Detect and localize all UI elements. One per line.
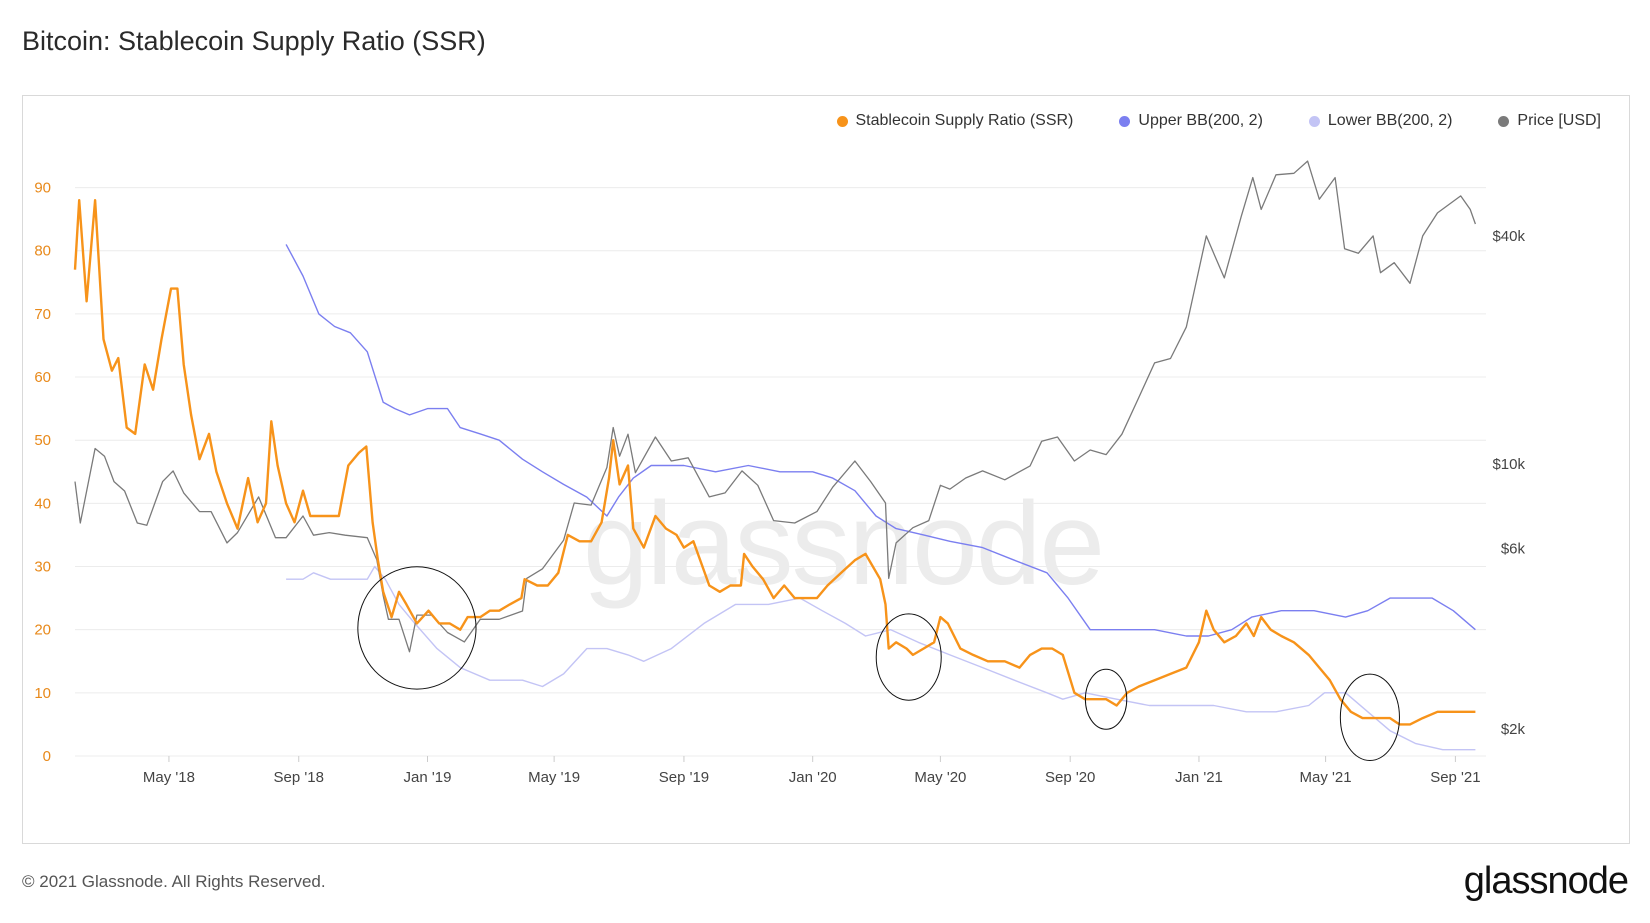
x-tick-label: May '18: [143, 769, 195, 786]
legend-label: Lower BB(200, 2): [1327, 112, 1453, 129]
legend-item[interactable]: Lower BB(200, 2): [1308, 112, 1453, 130]
y-left-tick-label: 50: [34, 432, 51, 449]
y-left-tick-label: 30: [34, 559, 51, 576]
y-left-tick-label: 60: [34, 369, 51, 386]
annotation-ellipse: [1339, 673, 1400, 762]
legend-label: Upper BB(200, 2): [1138, 112, 1263, 129]
x-tick-label: Jan '20: [789, 769, 837, 786]
legend-swatch: [836, 115, 848, 127]
legend-swatch: [1119, 115, 1131, 127]
y-left-tick-label: 10: [34, 685, 51, 702]
page-title: Bitcoin: Stablecoin Supply Ratio (SSR): [22, 26, 486, 56]
annotation-ellipse: [357, 566, 477, 690]
y-right-tick-label: $2k: [1501, 721, 1526, 738]
y-left-tick-label: 70: [34, 306, 51, 323]
x-tick-label: May '20: [914, 769, 966, 786]
x-tick-label: Sep '19: [659, 769, 709, 786]
legend-label: Price [USD]: [1517, 112, 1601, 129]
y-left-tick-label: 0: [43, 748, 51, 765]
lower-bb-line: [286, 565, 1476, 751]
x-tick-label: May '19: [528, 769, 580, 786]
y-left-tick-label: 80: [34, 243, 51, 260]
chart-legend: Stablecoin Supply Ratio (SSR) Upper BB(20…: [836, 112, 1601, 130]
x-tick-label: May '21: [1300, 769, 1352, 786]
legend-swatch: [1308, 115, 1320, 127]
legend-item[interactable]: Upper BB(200, 2): [1119, 112, 1263, 130]
upper-bb-line: [285, 244, 1476, 637]
x-tick-label: Sep '18: [274, 769, 324, 786]
y-right-tick-label: $40k: [1492, 228, 1525, 245]
x-tick-label: Sep '21: [1430, 769, 1480, 786]
annotation-ellipse: [875, 613, 942, 701]
x-tick-label: Sep '20: [1045, 769, 1095, 786]
annotation-ellipse: [1084, 668, 1128, 730]
legend-item[interactable]: Stablecoin Supply Ratio (SSR): [836, 112, 1074, 130]
y-right-tick-label: $10k: [1492, 456, 1525, 473]
legend-item[interactable]: Price [USD]: [1498, 112, 1601, 130]
glassnode-logo: glassnode: [1463, 860, 1629, 902]
legend-swatch: [1498, 115, 1510, 127]
legend-label: Stablecoin Supply Ratio (SSR): [855, 112, 1074, 129]
ssr-line: [73, 199, 1476, 726]
x-tick-label: Jan '19: [404, 769, 452, 786]
y-left-tick-label: 90: [34, 180, 51, 197]
ssr-chart: 0 10 20 30 40 50 60 70 80 90 $2k $6k $10k $40k May '18…: [34, 160, 1526, 786]
chart-panel: Stablecoin Supply Ratio (SSR) Upper BB(20…: [22, 95, 1630, 844]
y-left-tick-label: 40: [34, 495, 51, 512]
price-line: [74, 160, 1477, 653]
y-left-tick-label: 20: [34, 622, 51, 639]
footer-copyright: © 2021 Glassnode. All Rights Reserved.: [22, 872, 326, 891]
x-tick-label: Jan '21: [1175, 769, 1223, 786]
y-right-tick-label: $6k: [1501, 540, 1526, 557]
